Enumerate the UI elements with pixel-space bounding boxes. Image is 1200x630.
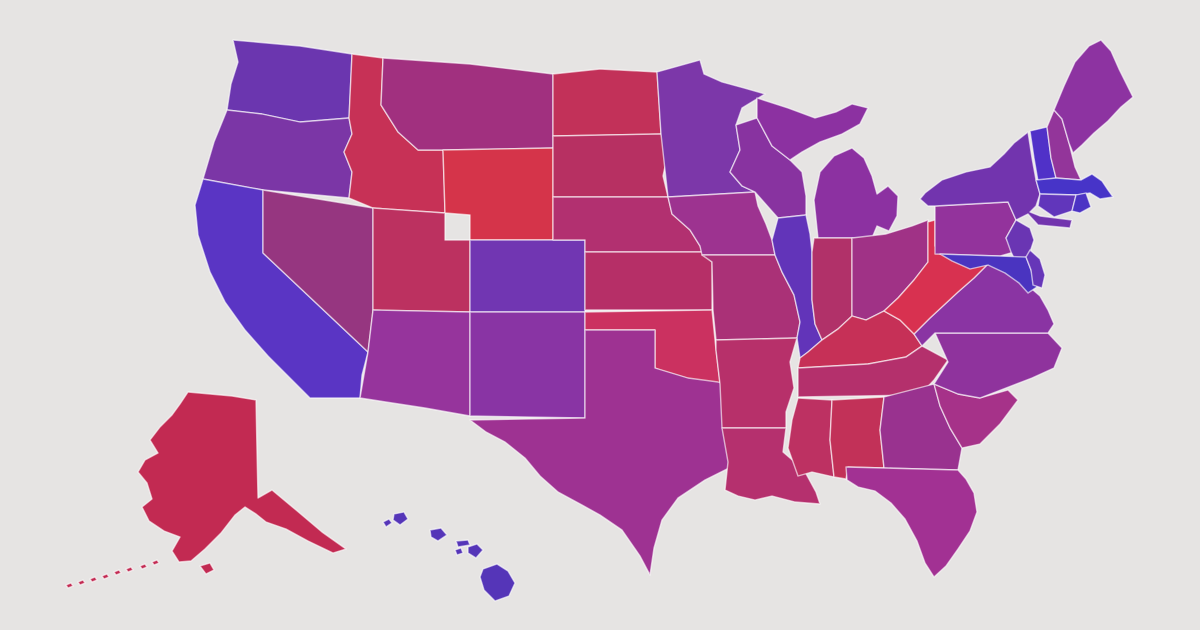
state-north-carolina [933, 332, 1063, 399]
state-hawaii-oahu [429, 527, 448, 542]
state-rhode-island [1071, 192, 1092, 214]
state-connecticut [1037, 193, 1077, 218]
state-hawaii-niihau [382, 518, 393, 528]
state-pennsylvania [934, 201, 1017, 257]
state-louisiana [721, 427, 821, 505]
state-delaware [1025, 249, 1046, 289]
state-alaska-kodiak-island [199, 562, 215, 575]
us-states-group [65, 39, 1134, 602]
state-hawaii-maui [467, 543, 484, 559]
state-michigan-lower-peninsula [813, 147, 899, 239]
state-hawaii-lanai [454, 547, 464, 556]
state-colorado [469, 239, 586, 313]
state-michigan-upper-peninsula [756, 97, 869, 161]
state-arizona [359, 309, 471, 417]
state-mississippi [787, 397, 835, 478]
state-south-dakota [552, 133, 669, 198]
state-montana [380, 57, 554, 151]
state-hawaii-big-island [479, 563, 516, 602]
state-arkansas [715, 337, 798, 429]
state-new-mexico [469, 311, 586, 419]
state-kansas [584, 251, 713, 311]
state-north-dakota [552, 68, 662, 137]
state-alaska [137, 391, 347, 563]
state-washington [226, 39, 353, 123]
state-hawaii-kauai [392, 511, 409, 526]
state-maine [1053, 39, 1134, 154]
state-new-york [919, 131, 1073, 229]
state-alaska-aleutian-islands [65, 559, 160, 589]
state-florida [845, 466, 978, 578]
state-hawaii-molokai [455, 539, 471, 548]
